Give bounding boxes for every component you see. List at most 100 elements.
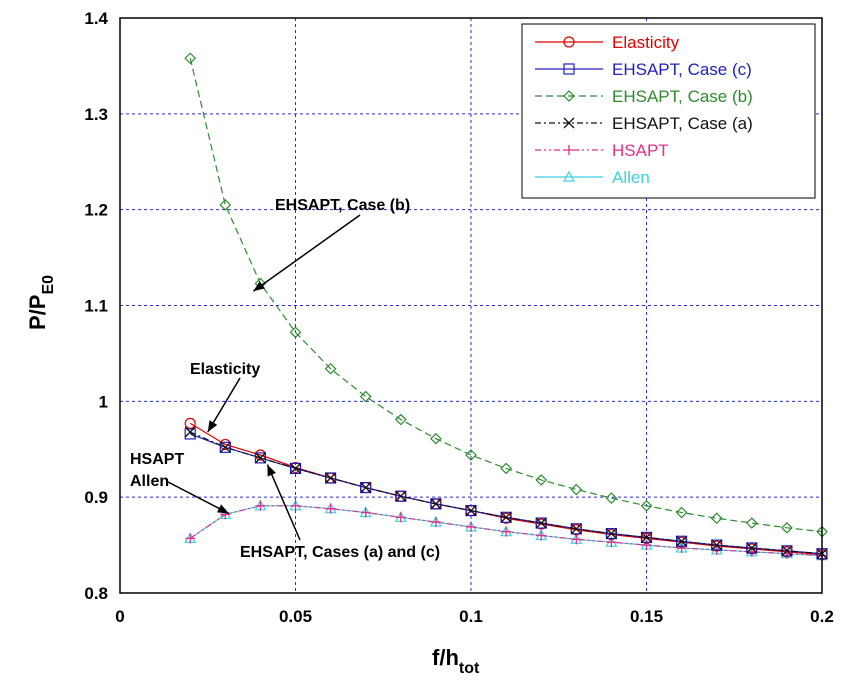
data-point xyxy=(605,528,617,540)
data-point xyxy=(535,517,547,529)
data-point xyxy=(500,462,512,475)
data-point xyxy=(255,500,266,511)
legend: Elasticity EHSAPT, Case (c) EHSAPT, Case (… xyxy=(521,23,816,199)
data-point xyxy=(675,506,688,519)
data-point xyxy=(254,452,266,464)
data-point xyxy=(781,521,793,534)
data-point xyxy=(641,540,652,551)
annotation-arrow xyxy=(252,214,361,292)
annotation-arrow xyxy=(167,481,230,515)
x-tick-label: 0.1 xyxy=(459,607,483,626)
data-point xyxy=(430,498,442,510)
annotation-text: EHSAPT, Cases (a) and (c) xyxy=(240,544,440,561)
arrow-head xyxy=(253,281,265,292)
grid xyxy=(120,18,822,593)
data-point xyxy=(324,362,337,375)
legend-label: EHSAPT, Case (c) xyxy=(612,60,752,79)
data-point xyxy=(501,526,512,537)
y-tick-label: 1.4 xyxy=(84,9,108,28)
data-point xyxy=(254,452,266,464)
data-point xyxy=(535,474,548,486)
y-tick-label: 1 xyxy=(99,392,108,411)
data-point xyxy=(465,449,477,461)
data-point xyxy=(676,542,687,553)
data-point xyxy=(746,542,758,554)
legend-marker xyxy=(562,170,576,182)
data-point xyxy=(289,462,302,475)
annotation-text: HSAPT xyxy=(130,451,184,468)
data-point xyxy=(710,512,723,525)
data-point xyxy=(290,462,301,474)
data-point xyxy=(570,523,582,535)
data-point xyxy=(184,426,196,438)
data-point xyxy=(640,499,653,512)
data-point xyxy=(325,503,336,514)
data-point xyxy=(781,545,793,557)
data-point xyxy=(184,52,197,65)
data-point xyxy=(570,523,582,535)
legend-label: Allen xyxy=(612,168,650,187)
data-point xyxy=(605,492,618,504)
legend-marker xyxy=(563,63,575,75)
legend-marker xyxy=(563,90,575,102)
data-point xyxy=(360,482,372,494)
data-point xyxy=(395,490,407,502)
data-point xyxy=(500,511,512,523)
x-axis-label: f/htot xyxy=(432,645,480,677)
data-point xyxy=(219,441,231,453)
arrow-head xyxy=(267,464,276,477)
data-point xyxy=(325,472,337,484)
annotation-text: Elasticity xyxy=(190,361,260,378)
legend-marker xyxy=(563,36,575,48)
data-point xyxy=(430,432,442,445)
data-point xyxy=(289,326,302,339)
data-point xyxy=(745,517,758,529)
data-point xyxy=(465,505,477,517)
data-point xyxy=(466,521,476,532)
data-point xyxy=(325,472,337,484)
legend-label: EHSAPT, Case (b) xyxy=(612,87,753,106)
y-tick-label: 1.1 xyxy=(84,297,108,316)
legend-box xyxy=(521,23,816,199)
arrow-head xyxy=(207,420,218,432)
data-point xyxy=(676,535,688,547)
y-tick-label: 0.9 xyxy=(84,488,108,507)
annotation-text: EHSAPT, Case (b) xyxy=(275,197,410,214)
series-line xyxy=(189,58,823,533)
legend-marker xyxy=(563,117,575,129)
data-point xyxy=(571,534,582,545)
x-tick-label: 0.2 xyxy=(810,607,834,626)
data-point xyxy=(359,390,372,403)
y-axis-label: P/PE0 xyxy=(25,275,57,330)
data-point xyxy=(430,498,442,510)
annotation-text: Allen xyxy=(130,473,169,490)
y-tick-label: 1.2 xyxy=(84,201,108,220)
legend-label: EHSAPT, Case (a) xyxy=(612,114,753,133)
data-point xyxy=(360,481,372,494)
x-tick-label: 0.15 xyxy=(630,607,663,626)
y-tick-label: 0.8 xyxy=(84,584,108,603)
data-point xyxy=(641,531,652,543)
data-point xyxy=(290,500,301,511)
data-point xyxy=(536,530,547,541)
x-tick-label: 0.05 xyxy=(279,607,312,626)
data-point xyxy=(395,512,406,523)
data-point xyxy=(570,483,583,496)
data-point xyxy=(535,517,547,529)
y-tick-label: 1.3 xyxy=(84,105,108,124)
data-point xyxy=(185,533,196,544)
data-point xyxy=(219,199,232,211)
legend-label: HSAPT xyxy=(612,141,669,160)
annotations: EHSAPT, Case (b) Elasticity HSAPT Allen EHSA… xyxy=(130,197,440,561)
annotation-arrow xyxy=(266,464,301,541)
arrow-head xyxy=(216,504,229,514)
data-point xyxy=(395,490,407,502)
data-point xyxy=(360,507,371,518)
x-tick-labels: 0 0.05 0.1 0.15 0.2 xyxy=(115,607,834,626)
data-point xyxy=(394,413,407,426)
data-point xyxy=(430,517,441,528)
plot-frame xyxy=(119,17,823,594)
legend-marker xyxy=(564,145,574,155)
data-point xyxy=(465,504,477,517)
